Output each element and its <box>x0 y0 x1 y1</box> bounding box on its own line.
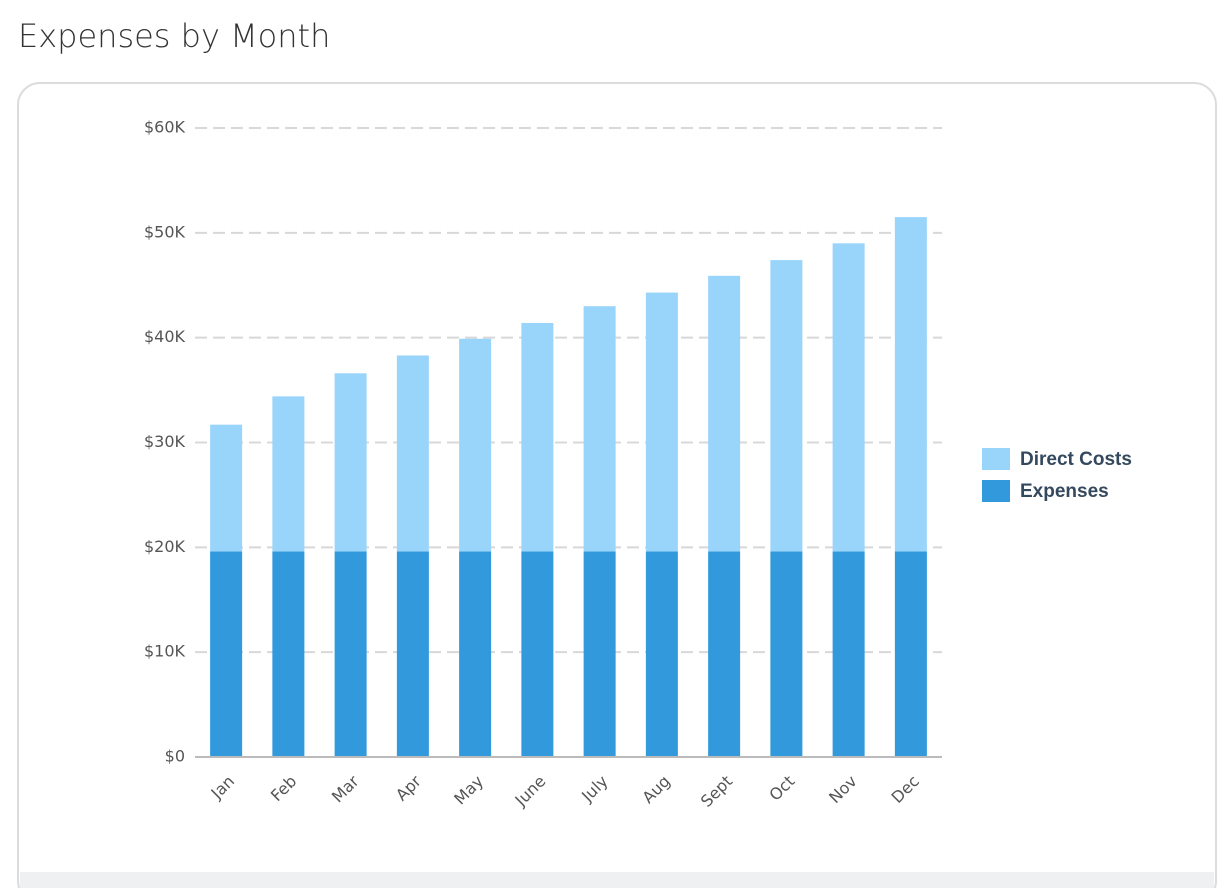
card-footer <box>20 872 1214 888</box>
bar-segment <box>583 551 616 757</box>
y-tick-label: $10K <box>144 642 186 661</box>
bar-segment <box>459 338 492 552</box>
bar-segment <box>210 424 243 552</box>
y-tick-label: $0 <box>165 747 185 766</box>
y-tick-label: $40K <box>144 327 186 346</box>
chart-title: Expenses by Month <box>18 17 330 55</box>
y-tick-label: $20K <box>144 537 186 556</box>
bar-segment <box>832 243 865 552</box>
bar-segment <box>645 551 678 757</box>
bar-segment <box>272 396 305 552</box>
bar-segment <box>396 355 429 552</box>
bar-segment <box>396 551 429 757</box>
legend-swatch <box>982 448 1010 470</box>
bar-segment <box>521 322 554 552</box>
bar-segment <box>894 551 927 757</box>
y-tick-label: $50K <box>144 222 186 241</box>
bar-segment <box>521 551 554 757</box>
legend-label: Expenses <box>1020 481 1109 502</box>
bar-segment <box>459 551 492 757</box>
bar-segment <box>708 551 741 757</box>
legend-swatch <box>982 480 1010 502</box>
bar-segment <box>770 551 803 757</box>
bar-segment <box>210 551 243 757</box>
y-tick-label: $60K <box>144 118 186 137</box>
bar-segment <box>583 306 616 552</box>
bar-segment <box>272 551 305 757</box>
bar-segment <box>832 551 865 757</box>
y-tick-label: $30K <box>144 432 186 451</box>
bar-segment <box>334 373 367 552</box>
bar-segment <box>894 217 927 552</box>
bar-segment <box>770 260 803 552</box>
bar-segment <box>334 551 367 757</box>
bar-segment <box>645 292 678 552</box>
legend-label: Direct Costs <box>1020 449 1132 470</box>
bar-segment <box>708 275 741 552</box>
